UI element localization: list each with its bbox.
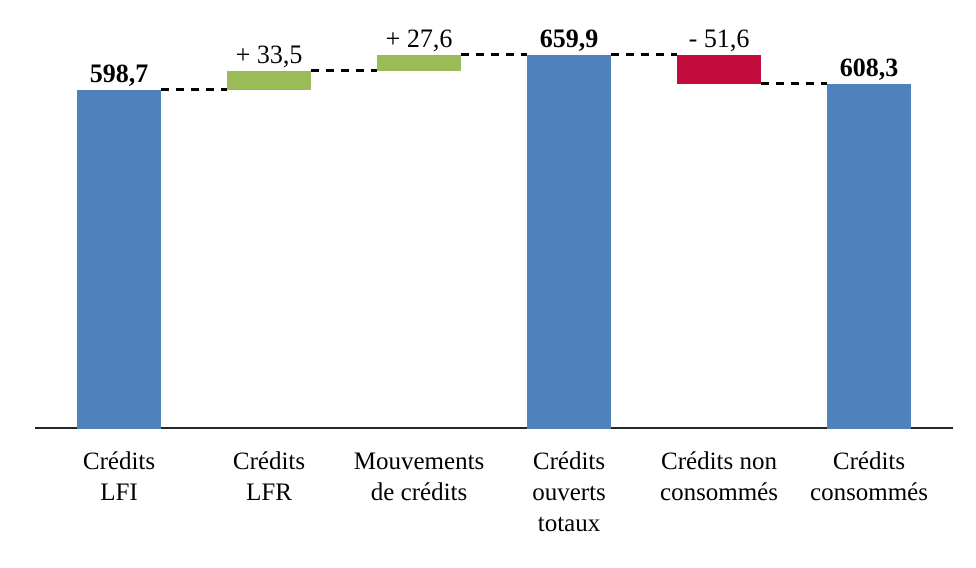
bar-credits-non-consommes: [677, 55, 761, 85]
category-label-mouvements-de-credits: Mouvements de crédits: [331, 446, 507, 508]
category-label-line: Crédits: [832, 448, 906, 475]
category-label-line: ouverts: [532, 479, 606, 506]
value-label-credits-lfr: + 33,5: [235, 39, 303, 69]
category-label-credits-non-consommes: Crédits non consommés: [631, 446, 807, 508]
category-label-line: LFR: [246, 479, 292, 506]
connector-dashed-line-3: [461, 53, 527, 57]
category-label-line: consommés: [809, 479, 929, 506]
category-label-credits-consommes: Crédits consommés: [781, 446, 957, 508]
bar-mouvements-de-credits: [377, 55, 461, 71]
category-label-line: Crédits: [232, 448, 306, 475]
category-label-credits-lfi: Crédits LFI: [31, 446, 207, 508]
bar-credits-consommes: [827, 84, 911, 429]
category-label-line: Mouvements: [353, 448, 485, 475]
connector-dashed-line-1: [161, 87, 227, 91]
category-label-line: totaux: [537, 510, 601, 537]
bar-credits-ouverts-totaux: [527, 55, 611, 429]
x-axis-line: [35, 427, 953, 429]
connector-dashed-line-5: [761, 82, 827, 86]
value-label-mouvements-de-credits: + 27,6: [385, 24, 453, 54]
category-label-line: LFI: [100, 479, 138, 506]
connector-dashed-line-4: [611, 53, 677, 56]
category-label-line: Crédits: [532, 448, 606, 475]
category-label-credits-lfr: Crédits LFR: [181, 446, 357, 508]
category-label-credits-ouverts-totaux: Crédits ouverts totaux: [481, 446, 657, 539]
value-label-credits-consommes: 608,3: [839, 53, 899, 83]
value-label-credits-lfi: 598,7: [89, 58, 149, 88]
value-label-credits-non-consommes: - 51,6: [688, 24, 750, 53]
category-label-line: Crédits: [82, 448, 156, 475]
bar-credits-lfi: [77, 89, 161, 429]
connector-dashed-line-2: [311, 68, 377, 72]
bar-credits-lfr: [227, 70, 311, 90]
category-label-line: de crédits: [370, 479, 468, 506]
value-label-credits-ouverts-totaux: 659,9: [539, 24, 599, 53]
category-label-line: consommés: [659, 479, 779, 506]
category-label-line: Crédits non: [661, 448, 777, 475]
